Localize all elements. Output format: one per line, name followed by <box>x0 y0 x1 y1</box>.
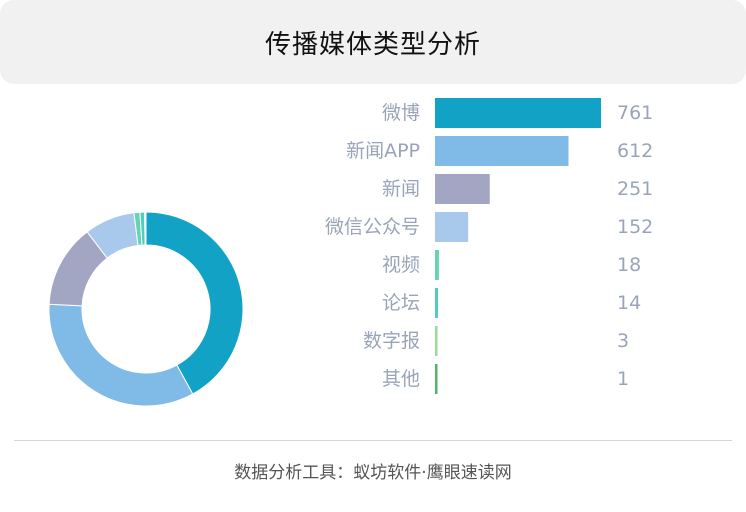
title-bar: 传播媒体类型分析 <box>0 0 746 84</box>
bar-3 <box>435 212 469 242</box>
bar-category-label: 新闻APP <box>346 140 420 162</box>
bar-value-label: 251 <box>617 178 653 200</box>
bar-category-label: 视频 <box>382 254 420 276</box>
bar-category-label: 论坛 <box>382 292 420 314</box>
donut-slice-0 <box>145 211 244 395</box>
bar-category-label: 微信公众号 <box>325 216 420 238</box>
bar-7 <box>435 364 438 394</box>
bar-value-label: 1 <box>617 368 629 390</box>
bar-category-label: 新闻 <box>382 178 420 200</box>
bar-4 <box>435 250 439 280</box>
page-title: 传播媒体类型分析 <box>264 29 481 60</box>
bar-5 <box>435 288 439 318</box>
bar-chart: 微博 761 新闻APP 612 新闻 251 微信公众号 152 视频 18 论坛 14 数字报 3 其他… <box>325 98 653 394</box>
footer-divider <box>14 440 732 441</box>
bar-6 <box>435 326 438 356</box>
bar-0 <box>435 98 601 128</box>
chart-area: 微博 761 新闻APP 612 新闻 251 微信公众号 152 视频 18 论坛 14 数字报 3 其他… <box>48 98 653 407</box>
bar-category-label: 数字报 <box>363 330 420 352</box>
bar-value-label: 14 <box>617 292 641 314</box>
bar-value-label: 18 <box>617 254 641 276</box>
bar-category-label: 其他 <box>382 368 420 390</box>
bar-category-label: 微博 <box>382 102 420 124</box>
bar-value-label: 3 <box>617 330 629 352</box>
bar-value-label: 152 <box>617 216 653 238</box>
bar-value-label: 612 <box>617 140 653 162</box>
donut-chart <box>48 211 244 407</box>
bar-value-label: 761 <box>617 102 653 124</box>
donut-slice-1 <box>48 303 194 407</box>
bar-1 <box>435 136 569 166</box>
footer-credit: 数据分析工具：蚁坊软件·鹰眼速读网 <box>234 463 512 483</box>
bar-2 <box>435 174 490 204</box>
